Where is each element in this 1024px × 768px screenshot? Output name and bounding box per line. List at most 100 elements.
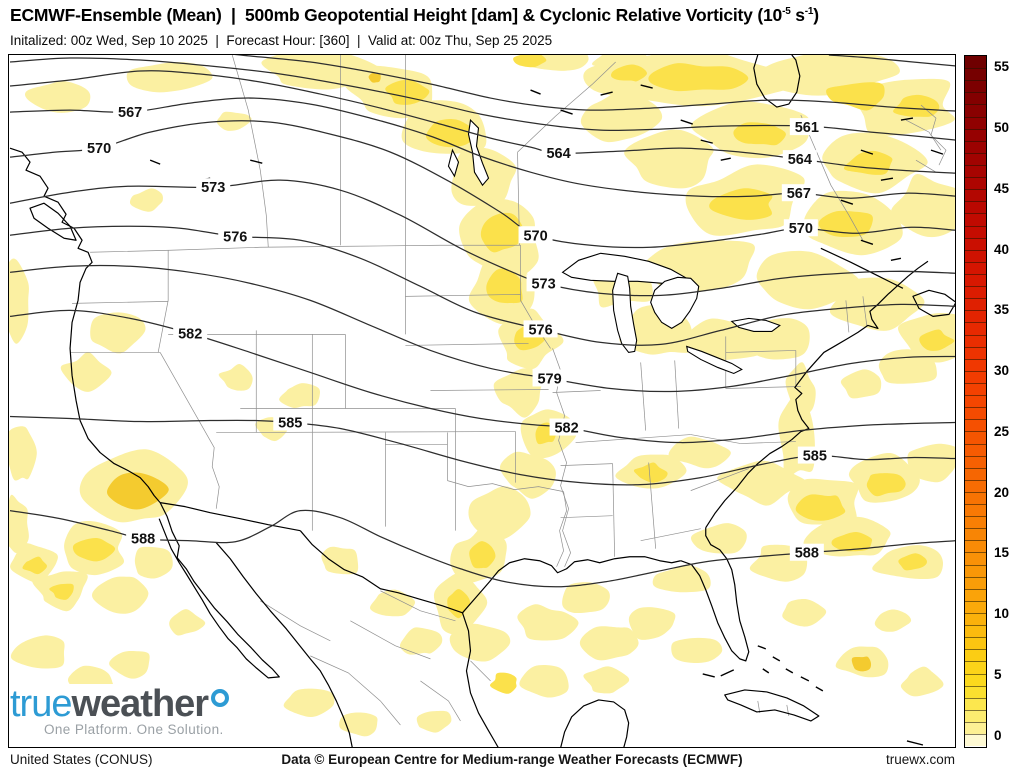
- contour-label-text: 588: [795, 546, 819, 562]
- logo-tagline: One Platform. One Solution.: [44, 722, 224, 737]
- colorbar-segment: [965, 625, 986, 638]
- contour-label-box: [532, 369, 567, 387]
- map-canvas: 561 564 564 567 567 570 570 570 573 573 576 576 579 5…: [9, 55, 955, 747]
- small-lake-mark: [680, 119, 693, 125]
- contour-label-text: 585: [278, 416, 302, 432]
- degree-icon: [211, 689, 230, 707]
- vorticity-area-medium: [469, 541, 496, 569]
- colorbar-segment: [965, 286, 986, 299]
- vorticity-area-medium: [72, 537, 116, 562]
- contour-label-box: [126, 529, 161, 547]
- colorbar-tick-50: 50: [994, 119, 1010, 135]
- lake: [650, 276, 700, 330]
- lake: [730, 317, 781, 332]
- state-border-line: [845, 300, 850, 333]
- vorticity-area-medium: [919, 329, 955, 351]
- contour-555: [828, 55, 955, 67]
- contour-label-text: 564: [546, 146, 570, 162]
- colorbar-tick-20: 20: [994, 484, 1010, 500]
- small-lake-mark: [560, 109, 573, 115]
- contour-label-box: [789, 118, 824, 136]
- small-lake-mark: [600, 91, 613, 96]
- colorbar-segment: [965, 613, 986, 626]
- state-border-line: [560, 515, 613, 519]
- colorbar-segment: [965, 419, 986, 432]
- colorbar-segment: [965, 709, 986, 723]
- vorticity-area-light: [10, 635, 65, 669]
- contour-label-576: 576: [523, 320, 558, 338]
- colorbar-segment: [965, 322, 986, 335]
- contour-label-text: 579: [537, 371, 561, 387]
- contour-label-text: 561: [795, 120, 819, 136]
- colorbar-segment: [965, 273, 986, 287]
- colorbar-segment: [965, 504, 986, 517]
- contour-label-text: 570: [87, 141, 111, 157]
- vorticity-area-light: [907, 443, 955, 483]
- vorticity-area-medium: [425, 119, 476, 148]
- contour-label-box: [82, 139, 117, 157]
- vorticity-area-light: [900, 666, 944, 697]
- state-border-line: [420, 680, 461, 722]
- state-border-line: [405, 343, 529, 346]
- small-lake-mark: [900, 117, 914, 121]
- vorticity-area-light: [785, 362, 816, 417]
- small-lake-mark: [930, 149, 944, 155]
- coastline: [461, 612, 499, 747]
- colorbar-segment: [965, 443, 986, 456]
- vorticity-area-light: [370, 589, 416, 617]
- state-border-line: [725, 350, 796, 353]
- state-border-line: [690, 434, 741, 444]
- colorbar-segment: [965, 382, 986, 396]
- colorbar-segment: [965, 431, 986, 444]
- colorbar-segment: [965, 237, 986, 250]
- island-outline: [29, 202, 77, 241]
- page-title: ECMWF-Ensemble (Mean) | 500mb Geopotenti…: [10, 5, 819, 25]
- colorbar-tick-30: 30: [994, 363, 1010, 379]
- small-lake-mark: [720, 669, 735, 677]
- vorticity-area-medium: [733, 122, 786, 146]
- page-subtitle: Initalized: 00z Wed, Sep 10 2025 | Forec…: [10, 33, 553, 48]
- colorbar-segment: [965, 164, 986, 178]
- coastline: [9, 147, 161, 504]
- vorticity-area-light: [92, 576, 149, 614]
- state-border-line: [517, 61, 616, 153]
- vorticity-area-light: [891, 174, 955, 238]
- lake: [447, 148, 460, 178]
- colorbar-tick-35: 35: [994, 302, 1010, 318]
- vorticity-area-light: [691, 523, 747, 554]
- colorbar-segment: [965, 261, 986, 274]
- colorbar-tick-55: 55: [994, 59, 1010, 75]
- colorbar-segment: [965, 588, 986, 601]
- small-lake-mark: [702, 673, 715, 678]
- contour-label-box: [523, 320, 558, 338]
- small-lake-mark: [785, 668, 794, 674]
- vorticity-area-light: [756, 250, 861, 310]
- vorticity-area-light: [169, 609, 206, 636]
- state-border-line: [447, 480, 564, 492]
- coastline: [215, 542, 353, 747]
- state-border-line: [674, 360, 680, 429]
- vorticity-area-light: [874, 609, 912, 632]
- colorbar-tick-40: 40: [994, 241, 1010, 257]
- colorbar-segment: [965, 552, 986, 565]
- vorticity-area-medium: [385, 79, 430, 105]
- vorticity-area-medium: [831, 531, 873, 552]
- colorbar-segment: [965, 734, 986, 747]
- colorbar-tick-15: 15: [994, 545, 1010, 561]
- state-border-line: [757, 700, 761, 714]
- vorticity-area-medium: [898, 553, 927, 571]
- colorbar-segment: [965, 370, 986, 383]
- colorbar-segment: [965, 697, 986, 710]
- vorticity-area-light: [109, 651, 150, 679]
- small-lake-mark: [906, 740, 924, 746]
- lake: [685, 345, 743, 375]
- vorticity-area-light: [782, 599, 827, 627]
- contour-576: [9, 225, 955, 346]
- vorticity-area-gold: [107, 472, 169, 510]
- vorticity-area-light: [583, 666, 630, 694]
- contour-label-text: 564: [788, 152, 812, 168]
- small-lake-mark: [700, 139, 713, 144]
- island-outline: [912, 289, 955, 317]
- small-lake-mark: [640, 84, 653, 89]
